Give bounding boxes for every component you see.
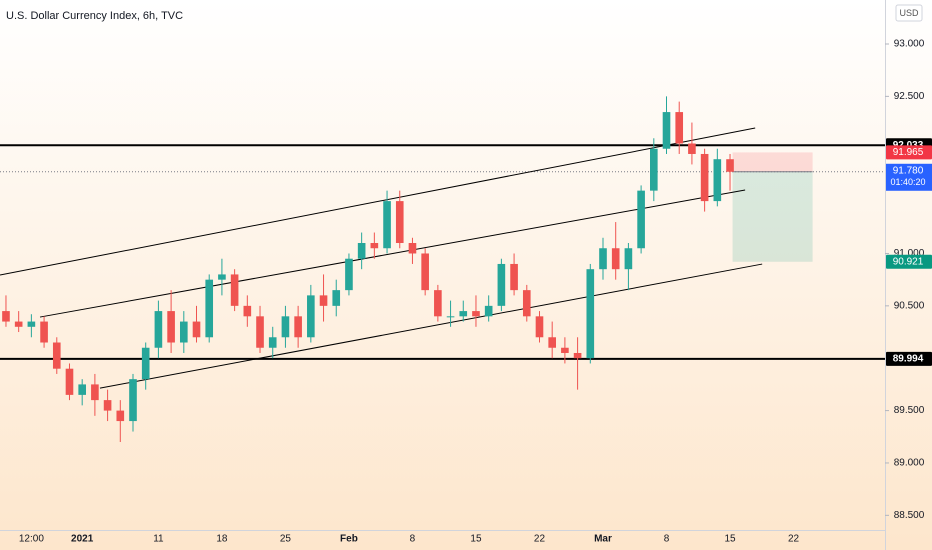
price-tag-label: 90.921 <box>893 256 924 267</box>
price-tag-label: 89.994 <box>893 353 924 364</box>
trendline <box>99 263 763 389</box>
price-tag <box>886 351 932 366</box>
candle-body <box>307 295 315 338</box>
candle-body <box>230 274 239 306</box>
candle-body <box>268 337 277 348</box>
x-tick-label: 8 <box>410 534 416 545</box>
candle-body <box>370 243 379 249</box>
candle-body <box>472 311 480 317</box>
x-tick-label: 12:00 <box>19 534 44 545</box>
candle-body <box>713 159 722 202</box>
candle-body <box>383 201 391 249</box>
candle-body <box>65 368 74 395</box>
x-tick-label: 2021 <box>71 534 94 545</box>
y-tick-label: 89.000 <box>894 458 925 469</box>
candle-body <box>522 290 531 317</box>
stop-zone <box>732 152 813 172</box>
candle-body <box>103 400 112 411</box>
y-tick-label: 89.500 <box>894 405 925 416</box>
x-tick-label: 15 <box>470 534 482 545</box>
candle-body <box>319 295 328 306</box>
target-zone <box>732 171 813 262</box>
trendline <box>0 127 756 276</box>
candle-body <box>141 347 150 380</box>
candle-body <box>649 148 658 191</box>
x-tick-label: 8 <box>664 534 670 545</box>
x-tick-label: 18 <box>216 534 228 545</box>
countdown-label: 01:40:20 <box>890 177 925 187</box>
chart-title: U.S. Dollar Currency Index, 6h, TVC <box>6 10 183 22</box>
price-tag <box>886 254 932 269</box>
candle-body <box>662 112 671 149</box>
candle-body <box>2 311 10 322</box>
x-tick-label: 22 <box>534 534 546 545</box>
price-tag-label: 91.965 <box>893 147 924 158</box>
candle-body <box>611 248 620 270</box>
candle-body <box>548 337 556 348</box>
candle-body <box>408 243 417 254</box>
x-tick-label: Mar <box>594 534 612 545</box>
x-tick-label: 22 <box>788 534 800 545</box>
candle-body <box>345 258 353 291</box>
candle-body <box>91 384 99 401</box>
candle-body <box>573 352 582 359</box>
candle-body <box>459 311 468 317</box>
last-price-tag <box>886 163 932 191</box>
x-tick-label: Feb <box>340 534 358 545</box>
candle-body <box>535 316 544 338</box>
candle-body <box>40 321 48 343</box>
candle-body <box>726 159 734 172</box>
candle-body <box>192 321 201 338</box>
candle-body <box>434 290 442 317</box>
candle-body <box>421 253 429 291</box>
candle-body <box>154 311 163 348</box>
candle-body <box>218 274 226 280</box>
candle-body <box>14 321 23 327</box>
candle-body <box>52 342 61 369</box>
y-tick-label: 93.000 <box>894 39 925 50</box>
candle-body <box>332 290 341 306</box>
price-tag <box>886 145 932 160</box>
trendline <box>39 189 746 318</box>
candle-body <box>256 316 264 348</box>
currency-label: USD <box>899 8 919 18</box>
candle-body <box>294 316 302 338</box>
y-tick-label: 90.500 <box>894 300 925 311</box>
candle-body <box>78 384 86 395</box>
x-tick-label: 25 <box>280 534 292 545</box>
candle-body <box>586 269 595 359</box>
x-tick-label: 11 <box>153 534 164 545</box>
candle-body <box>675 112 684 144</box>
y-tick-label: 91.000 <box>894 248 925 259</box>
candle-body <box>167 311 175 343</box>
candle-body <box>624 248 633 270</box>
candle-body <box>599 248 607 270</box>
last-price-label: 91.780 <box>893 165 924 176</box>
y-tick-label: 88.500 <box>894 510 925 521</box>
candle-body <box>243 305 252 317</box>
candle-body <box>484 305 493 317</box>
candle-body <box>510 263 518 291</box>
candle-body <box>179 321 188 343</box>
x-tick-label: 15 <box>724 534 736 545</box>
candle-body <box>497 263 506 306</box>
currency-box[interactable] <box>895 4 923 22</box>
candle-body <box>357 243 366 259</box>
candle-body <box>205 279 214 338</box>
candle-body <box>395 201 404 244</box>
candle-body <box>281 316 290 338</box>
candle-body <box>129 379 137 422</box>
candle-body <box>116 410 125 422</box>
candle-body <box>688 143 696 154</box>
y-tick-label: 92.500 <box>894 91 925 102</box>
candle-body <box>700 153 709 202</box>
candle-body <box>446 316 455 318</box>
candle-body <box>561 347 569 353</box>
candle-body <box>637 190 645 249</box>
candle-body <box>27 321 36 327</box>
